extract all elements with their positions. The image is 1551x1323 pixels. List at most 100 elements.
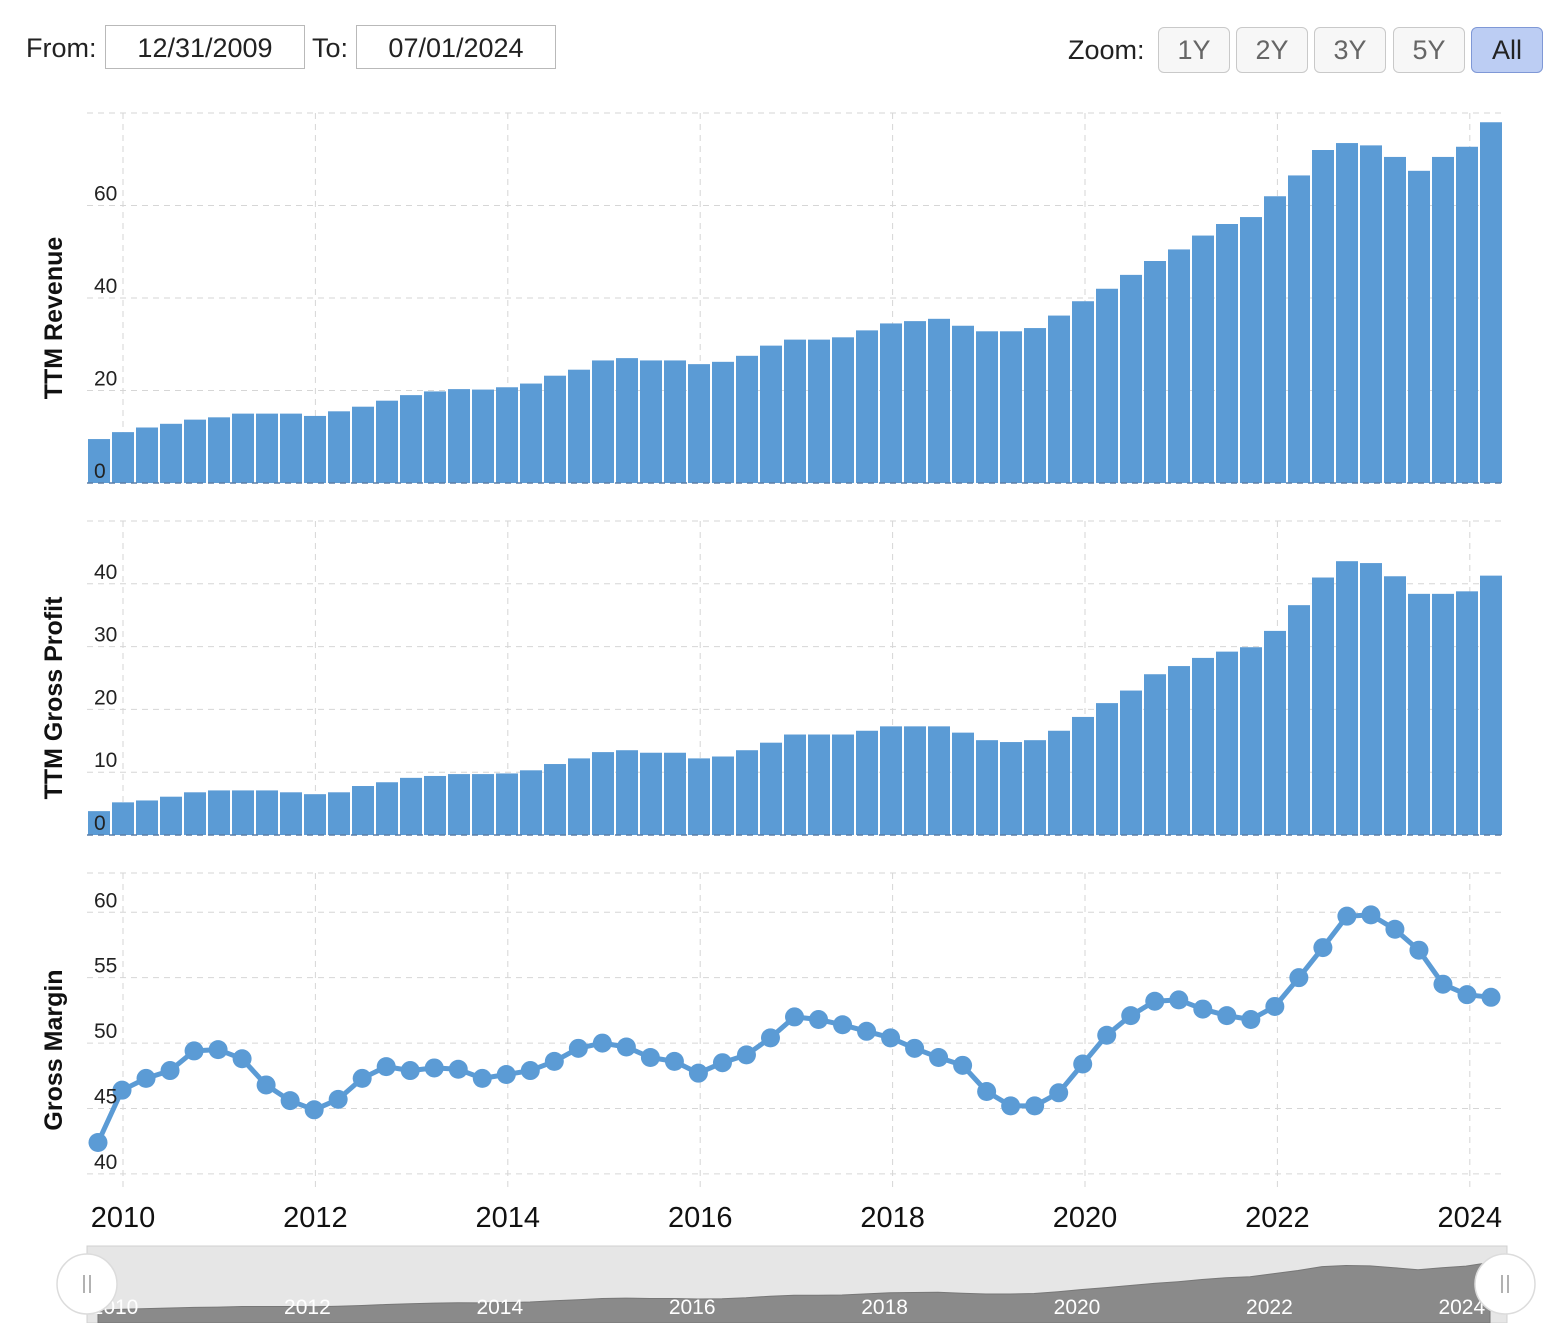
gross-margin-point (1481, 987, 1501, 1007)
gross-margin-point (1145, 991, 1165, 1011)
from-date-input[interactable]: 12/31/2009 (105, 25, 305, 69)
revenue-bar (1384, 156, 1406, 483)
zoom-all-button[interactable]: All (1471, 27, 1543, 73)
gross-margin-point (520, 1061, 540, 1081)
revenue-ytick-label: 20 (94, 368, 117, 391)
navigator-left-handle[interactable] (56, 1253, 118, 1315)
gross-margin-point (640, 1047, 660, 1067)
navigator-tick-label: 2014 (476, 1296, 523, 1319)
gross-profit-bar (160, 796, 182, 835)
gross-profit-bar (184, 792, 206, 835)
revenue-bar (1288, 175, 1310, 483)
revenue-bar (1144, 261, 1166, 483)
revenue-bar (544, 375, 566, 483)
gross-margin-point (664, 1051, 684, 1071)
gross-profit-bar (1408, 593, 1430, 835)
gross-profit-bar (256, 790, 278, 835)
gross-margin-point (929, 1047, 949, 1067)
gross-profit-bar (856, 730, 878, 835)
gross-margin-point (352, 1068, 372, 1088)
navigator-area-series (97, 1261, 1491, 1323)
gross-profit-bar (1384, 576, 1406, 835)
navigator-tick-label: 2022 (1246, 1296, 1293, 1319)
gross-margin-point (857, 1021, 877, 1041)
gross-profit-bar (640, 752, 662, 835)
revenue-bar (736, 355, 758, 483)
revenue-bar (976, 331, 998, 483)
gross-profit-ytick-label: 0 (94, 812, 106, 835)
revenue-bar (208, 417, 230, 483)
gross-profit-bar (712, 756, 734, 835)
gross-margin-ytick-label: 40 (94, 1151, 117, 1174)
gross-profit-bar (832, 734, 854, 835)
x-tick-label: 2024 (1438, 1202, 1503, 1234)
gross-profit-bar (1072, 716, 1094, 835)
revenue-axis-title: TTM Revenue (40, 237, 68, 400)
gross-profit-bar (568, 758, 590, 835)
to-date-input[interactable]: 07/01/2024 (356, 25, 556, 69)
gross-margin-point (1313, 938, 1333, 958)
zoom-3y-button[interactable]: 3Y (1314, 27, 1386, 73)
from-label: From: (26, 33, 97, 63)
gross-margin-ytick-label: 60 (94, 889, 117, 912)
gross-margin-point (1337, 906, 1357, 926)
gross-margin-point (496, 1064, 516, 1084)
revenue-bar (952, 325, 974, 483)
gross-margin-point (736, 1045, 756, 1065)
gross-margin-panel: 40 45 50 55 60 Gross Margin (40, 872, 1503, 1187)
gross-profit-bar (88, 811, 110, 835)
gross-margin-point (1457, 985, 1477, 1005)
gross-profit-bar (808, 734, 830, 835)
gross-profit-bar (1312, 577, 1334, 835)
revenue-bar (400, 395, 422, 483)
gross-margin-point (328, 1089, 348, 1109)
gross-margin-point (905, 1038, 925, 1058)
revenue-bar (904, 321, 926, 483)
gross-margin-point (136, 1068, 156, 1088)
gross-margin-point (1073, 1054, 1093, 1074)
revenue-ytick-label: 0 (94, 460, 106, 483)
gross-profit-bar (376, 782, 398, 835)
revenue-bar (832, 337, 854, 483)
gross-margin-point (760, 1028, 780, 1048)
navigator: 2010 2012 2014 2016 2018 2020 2022 2024 (56, 1245, 1536, 1323)
revenue-bar (1480, 122, 1502, 483)
gross-profit-bar (1216, 651, 1238, 835)
zoom-5y-button[interactable]: 5Y (1393, 27, 1465, 73)
revenue-bar (592, 360, 614, 483)
gross-margin-point (232, 1049, 252, 1069)
revenue-bar (1048, 315, 1070, 483)
gross-profit-bar (328, 792, 350, 835)
gross-profit-bar (1024, 740, 1046, 835)
revenue-bar (1408, 170, 1430, 483)
revenue-bar (616, 358, 638, 483)
revenue-bar (640, 360, 662, 483)
gross-profit-bar (928, 726, 950, 835)
revenue-bar (328, 411, 350, 483)
gross-margin-point (953, 1055, 973, 1075)
navigator-right-handle[interactable] (1474, 1253, 1536, 1315)
gross-profit-bar (232, 790, 254, 835)
revenue-bar (232, 413, 254, 483)
gross-margin-point (1193, 999, 1213, 1019)
gross-margin-point (977, 1081, 997, 1101)
revenue-bar (1336, 143, 1358, 483)
gross-profit-bar (448, 774, 470, 835)
revenue-bar (136, 427, 158, 483)
revenue-bar (1000, 331, 1022, 483)
revenue-bar (568, 369, 590, 483)
revenue-bar (352, 406, 374, 483)
gross-margin-point (1217, 1006, 1237, 1026)
gross-profit-bar (1360, 563, 1382, 835)
revenue-bar (376, 400, 398, 483)
gross-margin-point (785, 1007, 804, 1027)
gross-margin-point (1169, 990, 1189, 1010)
zoom-1y-button[interactable]: 1Y (1158, 27, 1230, 73)
gross-profit-bar (1240, 647, 1262, 835)
zoom-2y-button[interactable]: 2Y (1236, 27, 1308, 73)
gross-margin-point (400, 1061, 420, 1081)
revenue-bar (472, 389, 494, 483)
gross-margin-point (376, 1057, 396, 1077)
x-tick-label: 2022 (1245, 1202, 1310, 1234)
